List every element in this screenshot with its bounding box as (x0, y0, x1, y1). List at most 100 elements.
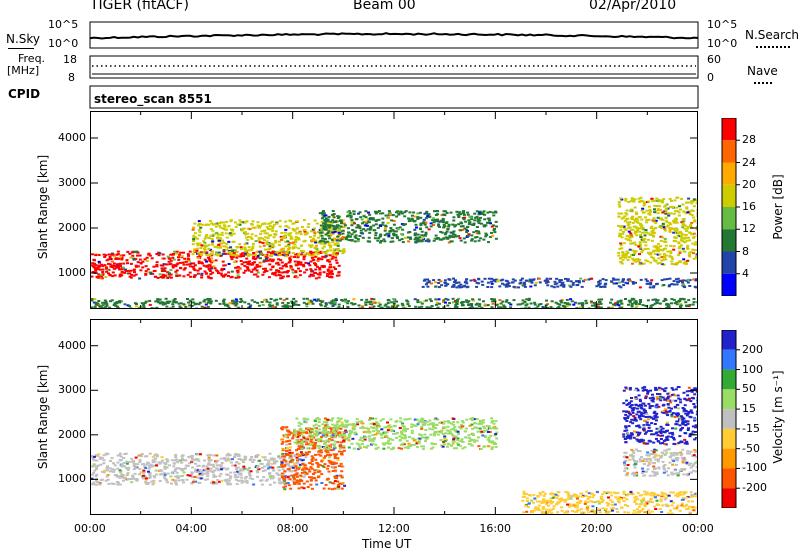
data-cell (314, 264, 318, 267)
data-cell (278, 254, 282, 257)
data-cell (267, 242, 271, 245)
data-cell (619, 229, 623, 232)
data-cell (127, 478, 131, 481)
data-cell (343, 437, 347, 440)
data-cell (569, 280, 573, 283)
data-cell (633, 232, 637, 235)
data-cell (282, 459, 286, 461)
data-cell (333, 230, 337, 233)
data-cell (376, 432, 379, 435)
data-cell (438, 421, 442, 424)
data-cell (439, 439, 443, 442)
data-cell (331, 253, 335, 256)
data-cell (123, 453, 127, 455)
data-cell (208, 254, 212, 256)
data-cell (285, 426, 289, 429)
data-cell (371, 417, 374, 420)
data-cell (466, 234, 470, 237)
data-cell (298, 463, 302, 466)
data-cell (103, 264, 107, 267)
data-cell (681, 247, 685, 250)
data-cell (686, 259, 690, 262)
data-cell (577, 280, 581, 283)
data-cell (571, 281, 575, 284)
data-cell (394, 306, 398, 309)
data-cell (92, 465, 96, 468)
data-cell (489, 434, 493, 437)
data-cell (686, 225, 690, 228)
data-cell (136, 265, 140, 268)
data-cell (301, 435, 305, 438)
data-cell (143, 465, 147, 468)
data-cell (148, 464, 152, 467)
data-cell (426, 213, 430, 216)
data-cell (269, 234, 273, 237)
data-cell (239, 298, 243, 300)
data-cell (106, 269, 110, 272)
data-cell (549, 277, 552, 280)
data-cell (598, 301, 601, 304)
data-cell (428, 216, 432, 219)
region-red-echo (280, 426, 347, 491)
data-cell (382, 443, 386, 446)
data-cell (266, 464, 270, 467)
data-cell (473, 426, 477, 429)
data-cell (332, 216, 336, 219)
data-cell (319, 303, 322, 306)
data-cell (192, 267, 196, 270)
data-cell (196, 244, 200, 247)
data-cell (692, 257, 696, 260)
data-cell (291, 268, 295, 271)
data-cell (321, 255, 325, 258)
data-cell (441, 433, 445, 435)
data-cell (632, 253, 636, 256)
data-cell (285, 447, 289, 450)
data-cell (473, 418, 477, 421)
data-cell (195, 249, 199, 252)
data-cell (320, 482, 324, 484)
data-cell (149, 271, 153, 274)
data-cell (340, 476, 344, 479)
data-cell (211, 243, 215, 246)
data-cell (648, 306, 652, 309)
data-cell (375, 427, 378, 430)
data-cell (176, 461, 180, 464)
data-cell (278, 251, 281, 254)
data-cell (429, 447, 433, 450)
data-cell (470, 303, 474, 305)
data-cell (209, 228, 213, 231)
data-cell (556, 302, 560, 305)
data-cell (444, 432, 448, 435)
data-cell (331, 448, 335, 451)
data-cell (330, 436, 334, 439)
data-cell (330, 482, 334, 485)
data-cell (250, 456, 254, 458)
data-cell (199, 477, 203, 480)
data-cell (453, 225, 457, 228)
data-cell (127, 269, 131, 272)
data-cell (381, 217, 385, 220)
data-cell (340, 237, 344, 240)
data-cell (300, 445, 304, 448)
data-cell (210, 241, 214, 244)
data-cell (345, 237, 349, 240)
data-cell (328, 260, 332, 263)
data-cell (443, 426, 447, 429)
data-cell (266, 259, 270, 262)
data-cell (95, 466, 99, 469)
data-cell (299, 263, 303, 266)
data-cell (245, 242, 249, 245)
data-cell (681, 281, 684, 284)
data-cell (668, 230, 672, 233)
data-cell (295, 479, 299, 482)
data-cell (97, 453, 101, 456)
data-cell (346, 302, 350, 305)
data-cell (371, 434, 375, 437)
data-cell (253, 300, 257, 303)
data-cell (217, 243, 221, 246)
data-cell (474, 303, 478, 306)
data-cell (374, 232, 378, 234)
data-cell (587, 278, 591, 281)
data-cell (297, 482, 301, 485)
data-cell (268, 228, 272, 231)
